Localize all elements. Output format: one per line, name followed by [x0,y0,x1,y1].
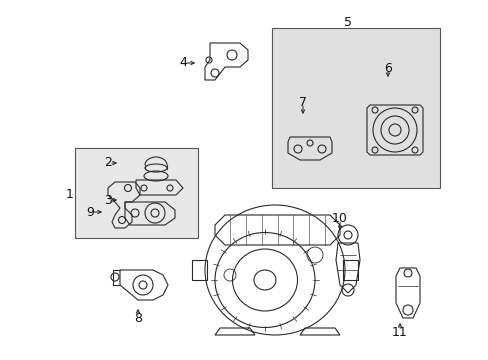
Text: 4: 4 [179,57,186,69]
Bar [75,148,198,238]
Text: 11: 11 [391,325,407,338]
Text: 6: 6 [383,62,391,75]
Text: 3: 3 [104,194,112,207]
Text: 7: 7 [298,95,306,108]
Text: 10: 10 [331,211,347,225]
Text: 9: 9 [86,206,94,219]
Bar [271,28,439,188]
Text: 8: 8 [134,311,142,324]
Text: 2: 2 [104,157,112,170]
Text: 5: 5 [343,15,351,28]
Text: 1: 1 [66,189,74,202]
